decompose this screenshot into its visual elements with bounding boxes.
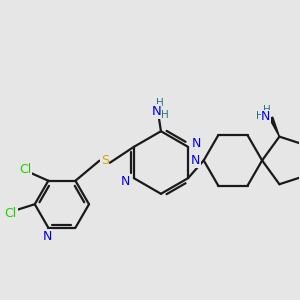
Text: H: H <box>263 104 271 115</box>
Text: N: N <box>261 110 271 123</box>
Text: H: H <box>156 98 164 108</box>
Text: H: H <box>256 111 263 121</box>
Text: N: N <box>121 175 130 188</box>
Text: S: S <box>100 154 109 167</box>
Text: H: H <box>161 110 169 119</box>
Text: N: N <box>192 137 201 150</box>
Text: Cl: Cl <box>4 207 17 220</box>
Text: N: N <box>191 154 200 167</box>
Text: Cl: Cl <box>19 163 32 176</box>
Polygon shape <box>269 117 279 136</box>
Text: N: N <box>152 105 162 118</box>
Text: N: N <box>43 230 52 243</box>
